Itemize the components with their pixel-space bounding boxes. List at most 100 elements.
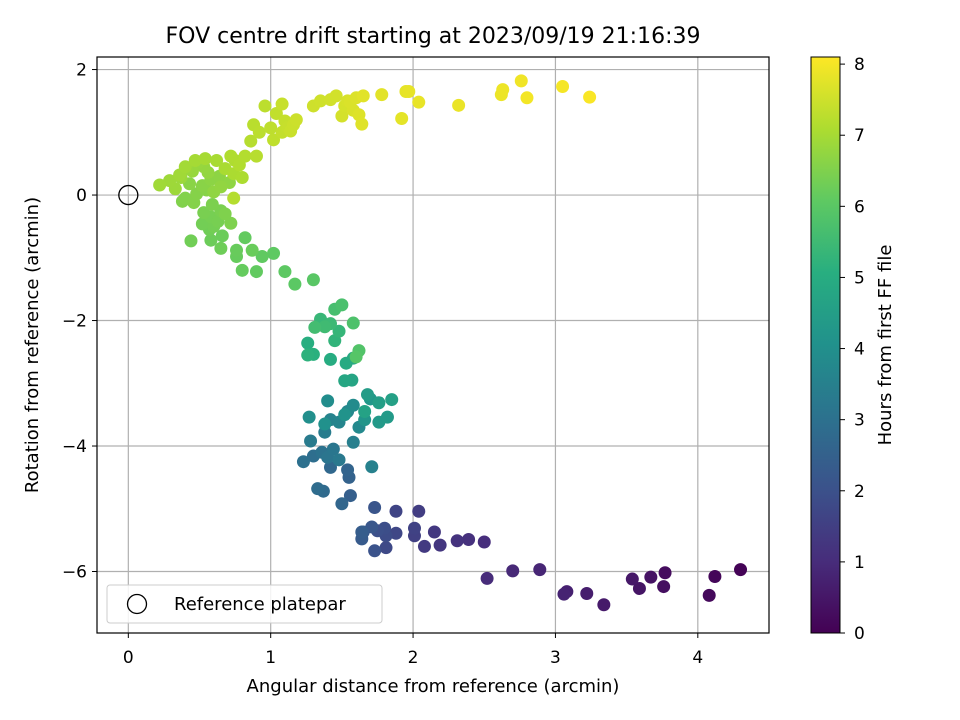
data-point: [296, 455, 310, 469]
data-point: [557, 587, 571, 601]
data-point: [702, 588, 716, 602]
data-point: [338, 374, 352, 388]
data-point: [329, 89, 343, 103]
colorbar-tick-label: 6: [854, 197, 865, 217]
data-point: [318, 320, 332, 334]
legend-marker-icon: [126, 593, 148, 615]
data-point: [197, 206, 211, 220]
data-point: [427, 525, 441, 539]
colorbar-tick-label: 7: [854, 126, 865, 146]
data-point: [734, 563, 748, 577]
data-point: [218, 207, 232, 221]
colorbar-tick-label: 1: [854, 553, 865, 573]
colorbar-tick-label: 8: [854, 55, 865, 75]
data-point: [235, 263, 249, 277]
data-point: [214, 180, 228, 194]
data-point: [304, 434, 318, 448]
data-point: [335, 109, 349, 123]
legend-box: [106, 584, 383, 624]
data-point: [402, 85, 416, 99]
data-point: [708, 570, 722, 584]
y-tick-label: 2: [76, 61, 87, 81]
data-point: [514, 74, 528, 88]
data-point: [365, 460, 379, 474]
colorbar-label: Hours from first FF file: [875, 245, 896, 446]
data-point: [289, 113, 303, 127]
data-point: [496, 83, 510, 97]
data-point: [417, 539, 431, 553]
data-point: [215, 229, 229, 243]
data-point: [520, 91, 534, 105]
data-point: [346, 316, 360, 330]
y-tick-label: −2: [62, 312, 87, 332]
data-point: [255, 250, 269, 264]
colorbar-tick-label: 5: [854, 268, 865, 288]
data-point: [301, 336, 315, 350]
data-point: [379, 541, 393, 555]
data-point: [153, 178, 167, 192]
data-point: [346, 398, 360, 412]
points-layer: [153, 74, 748, 612]
data-point: [368, 544, 382, 558]
data-point: [477, 535, 491, 549]
data-point: [308, 320, 322, 334]
data-point: [452, 98, 466, 112]
data-point: [332, 324, 346, 338]
data-point: [480, 571, 494, 585]
data-point: [205, 197, 219, 211]
data-point: [349, 350, 363, 364]
data-point: [407, 521, 421, 535]
data-point: [318, 417, 332, 431]
data-point: [288, 277, 302, 291]
data-point: [355, 525, 369, 539]
data-point: [506, 564, 520, 578]
data-point: [323, 460, 337, 474]
reference-platepar-marker: [118, 184, 139, 206]
data-point: [178, 160, 192, 174]
legend: Reference platepar: [106, 584, 383, 624]
x-tick-label: 4: [692, 648, 703, 668]
data-point: [227, 191, 241, 205]
colorbar-tick-label: 3: [854, 411, 865, 431]
data-point: [375, 88, 389, 102]
data-point: [335, 497, 349, 511]
data-point: [597, 598, 611, 612]
data-point: [361, 388, 375, 402]
plot-frame: [96, 56, 770, 634]
data-point: [385, 393, 399, 407]
data-point: [214, 241, 228, 255]
data-point: [244, 134, 258, 148]
data-point: [368, 501, 382, 515]
data-point: [278, 265, 292, 279]
data-point: [269, 106, 283, 120]
data-point: [302, 410, 316, 424]
data-point: [238, 149, 252, 163]
data-point: [395, 111, 409, 125]
data-point: [245, 243, 259, 257]
data-point: [224, 149, 238, 163]
data-point: [556, 79, 570, 93]
data-point: [355, 117, 369, 131]
data-point: [252, 125, 266, 139]
data-point: [338, 408, 352, 422]
data-point: [306, 273, 320, 287]
chart-title: FOV centre drift starting at 2023/09/19 …: [166, 24, 701, 49]
x-tick-label: 3: [550, 648, 561, 668]
data-point: [267, 246, 281, 260]
x-axis-label: Angular distance from reference (arcmin): [247, 676, 620, 697]
x-tick-label: 0: [123, 648, 134, 668]
x-tick-label: 2: [408, 648, 419, 668]
data-point: [583, 90, 597, 104]
x-axis-ticks: 0 1 2 3 4: [123, 633, 703, 668]
colorbar-tick-label: 4: [854, 340, 865, 360]
data-point: [389, 504, 403, 518]
data-point: [346, 435, 360, 449]
data-point: [210, 154, 224, 168]
data-point: [372, 396, 386, 410]
data-point: [632, 581, 646, 595]
data-point: [343, 489, 357, 503]
legend-label: Reference platepar: [174, 594, 346, 615]
data-point: [323, 352, 337, 366]
y-tick-label: −6: [62, 563, 87, 583]
data-point: [275, 97, 289, 111]
